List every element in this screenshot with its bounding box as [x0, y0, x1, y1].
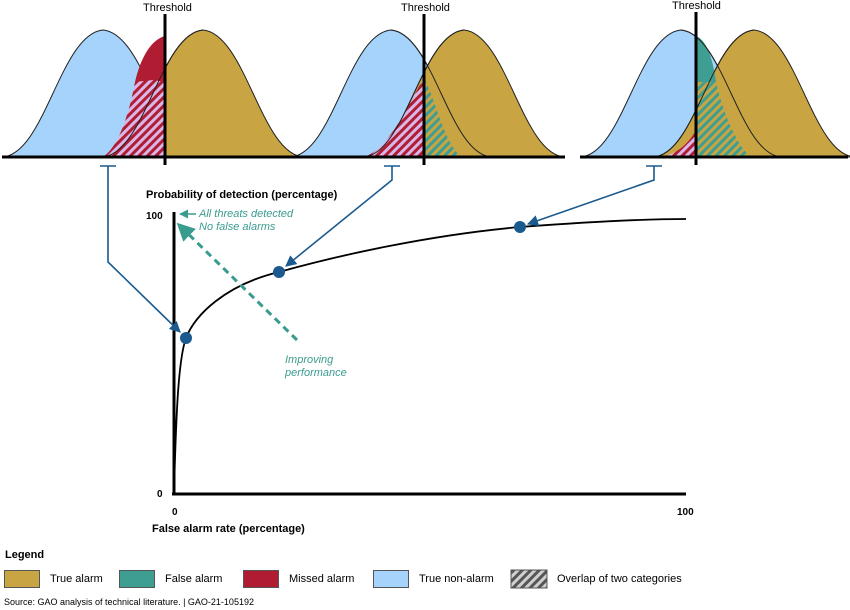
- operating-point-1: [180, 332, 192, 344]
- x-tick-0: 0: [172, 507, 178, 518]
- missed-alarm-swatch: [243, 570, 279, 588]
- x-tick-100: 100: [677, 507, 694, 518]
- threshold-label-3: Threshold: [672, 0, 721, 12]
- true-non-alarm-swatch: [373, 570, 409, 588]
- threshold-label-1: Threshold: [143, 2, 192, 14]
- false-overlap-region: [424, 78, 463, 157]
- legend-item-overlap: Overlap of two categories: [511, 569, 682, 589]
- false-alarm-swatch: [119, 570, 155, 588]
- operating-point-3: [514, 221, 526, 233]
- legend-item-false-alarm: False alarm: [119, 569, 222, 589]
- legend-title: Legend: [5, 549, 45, 561]
- source-note: Source: GAO analysis of technical litera…: [4, 597, 254, 607]
- distribution-panel-3: [579, 12, 850, 165]
- improving-note-line-1: Improving: [285, 354, 334, 366]
- improving-performance-arrow: [176, 222, 299, 342]
- distribution-panel-1: [1, 14, 305, 165]
- improving-performance-note: Improving performance: [285, 354, 347, 380]
- threshold-label-2: Threshold: [401, 2, 450, 14]
- overlap-hatch-swatch: [510, 569, 548, 589]
- overlap-swatch: [511, 570, 547, 588]
- true-alarm-swatch: [4, 570, 40, 588]
- ideal-note-line-2: No false alarms: [199, 221, 276, 233]
- legend-label: Overlap of two categories: [557, 573, 682, 585]
- roc-curve: [173, 218, 687, 493]
- missed-overlap-region: [363, 78, 424, 157]
- distribution-panel-2: [289, 14, 566, 165]
- missed-overlap-region: [660, 130, 696, 157]
- y-tick-0: 0: [157, 489, 163, 500]
- false-alarm-region: [696, 36, 716, 82]
- legend-label: True non-alarm: [419, 573, 494, 585]
- operating-point-2: [273, 266, 285, 278]
- legend-item-true-alarm: True alarm: [4, 569, 103, 589]
- connector-arrow-2: [286, 165, 400, 266]
- y-axis-title: Probability of detection (percentage): [146, 189, 338, 201]
- improving-note-line-2: performance: [285, 367, 347, 379]
- legend-item-missed-alarm: Missed alarm: [243, 569, 354, 589]
- connector-arrow-3: [528, 165, 662, 224]
- legend-label: False alarm: [165, 573, 223, 585]
- legend-item-true-non-alarm: True non-alarm: [373, 569, 494, 589]
- legend-label: Missed alarm: [289, 573, 355, 585]
- y-tick-100: 100: [146, 211, 163, 222]
- false-overlap-region: [696, 82, 752, 157]
- connector-arrow-1: [100, 165, 180, 332]
- ideal-note-line-1: All threats detected: [199, 208, 294, 220]
- x-axis-title: False alarm rate (percentage): [152, 523, 305, 535]
- missed-overlap-region: [102, 80, 165, 157]
- ideal-point-note: All threats detected No false alarms: [199, 208, 293, 234]
- legend-label: True alarm: [50, 573, 103, 585]
- missed-alarm-region: [135, 36, 165, 82]
